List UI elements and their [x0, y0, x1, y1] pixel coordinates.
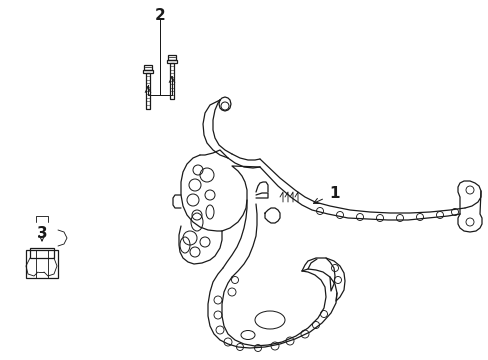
Bar	[143, 65, 152, 70]
Text: 3: 3	[37, 225, 47, 240]
Bar	[169, 63, 174, 99]
Bar	[167, 55, 176, 60]
Text: 1: 1	[329, 185, 340, 201]
Bar	[26, 250, 58, 278]
Bar	[145, 73, 150, 109]
Bar	[166, 60, 177, 63]
Text: 2: 2	[154, 8, 165, 23]
Bar	[142, 70, 153, 73]
Bar	[30, 248, 54, 258]
